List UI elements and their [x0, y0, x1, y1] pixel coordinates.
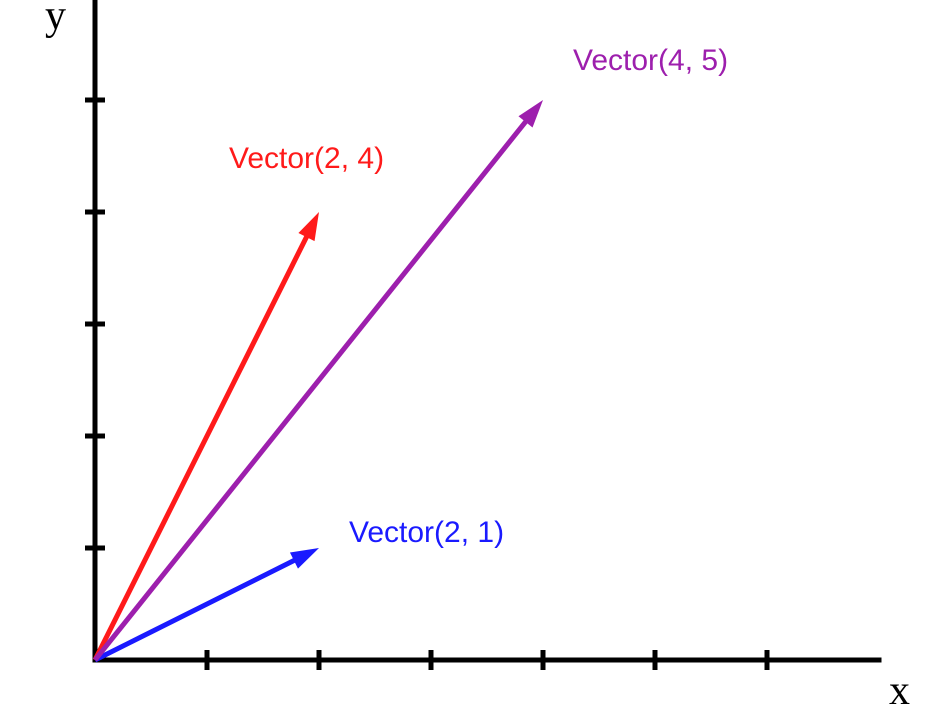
axes: xy — [45, 0, 910, 714]
vector-red-label: Vector(2, 4) — [229, 142, 384, 175]
vector-red — [95, 212, 319, 660]
vector-purple — [95, 100, 543, 660]
x-axis-label: x — [889, 668, 910, 714]
vector-plot: xyVector(2, 1)Vector(2, 4)Vector(4, 5) — [0, 0, 944, 720]
vector-blue-label: Vector(2, 1) — [349, 516, 504, 549]
y-axis-label: y — [45, 0, 66, 39]
vector-purple-label: Vector(4, 5) — [573, 44, 728, 77]
vector-blue — [95, 548, 319, 660]
